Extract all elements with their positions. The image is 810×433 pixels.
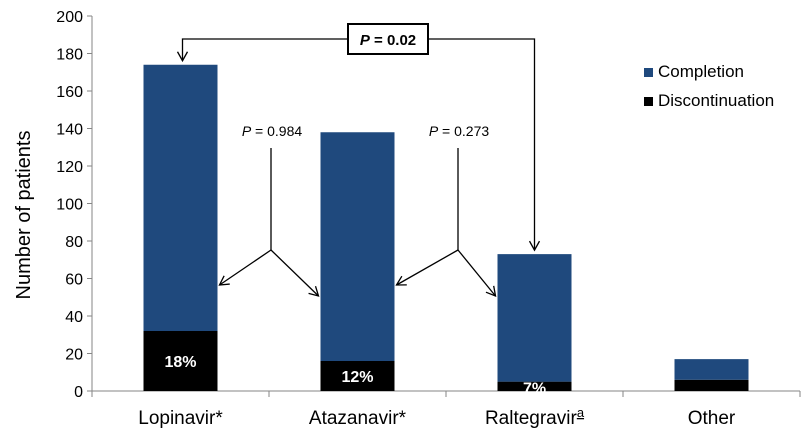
p-value-lopinavir-atazanavir-arrow-left xyxy=(218,249,272,286)
significance-arrow-raltegravir xyxy=(428,38,541,252)
bar-segment-discontinuation xyxy=(320,361,395,391)
y-axis-label: Number of patients xyxy=(13,131,35,300)
x-tick-label: Other xyxy=(688,408,736,429)
y-tick-label: 40 xyxy=(65,309,83,326)
bar-segment-completion xyxy=(674,359,749,380)
bar-segment-completion xyxy=(143,64,218,331)
legend-label-discontinuation: Discontinuation xyxy=(658,91,774,110)
bar-segment-discontinuation xyxy=(674,379,749,391)
y-tick-label: 60 xyxy=(65,272,83,289)
legend-swatch-completion xyxy=(644,68,653,77)
data-label: 18% xyxy=(164,354,196,371)
bar-segment-discontinuation xyxy=(143,331,218,391)
y-tick-label: 200 xyxy=(56,9,83,26)
data-label: 7% xyxy=(523,381,546,398)
p-value-atazanavir-raltegravir-arrow-left xyxy=(395,249,459,286)
x-tick-label: Lopinavir* xyxy=(138,408,223,429)
annotations: P = 0.02 P = 0.984 P = 0.273 xyxy=(176,23,541,298)
bars: 18% 12% 7% xyxy=(143,64,749,398)
y-tick-label: 160 xyxy=(56,84,83,101)
y-tick-label: 100 xyxy=(56,197,83,214)
p-value-atazanavir-raltegravir-arrow-right xyxy=(457,249,497,298)
y-tick-label: 20 xyxy=(65,347,83,364)
y-tick-label: 180 xyxy=(56,47,83,64)
legend-label-completion: Completion xyxy=(658,62,744,81)
y-tick-label: 0 xyxy=(74,384,83,401)
bar-segment-completion xyxy=(320,132,395,361)
p-value-box xyxy=(347,23,429,55)
significance-arrow-lopinavir xyxy=(176,38,348,63)
y-tick-label: 80 xyxy=(65,234,83,251)
legend-swatch-discontinuation xyxy=(644,97,653,106)
data-label: 12% xyxy=(341,369,373,386)
legend: Completion Discontinuation xyxy=(644,62,774,110)
y-tick-label: 140 xyxy=(56,122,83,139)
bar-segment-discontinuation xyxy=(497,381,572,391)
p-value-lopinavir-atazanavir-label: P = 0.984 xyxy=(242,123,303,139)
x-tick-label: Raltegravira xyxy=(485,405,585,429)
p-value-label-main: P = 0.02 xyxy=(360,32,416,49)
x-tick-label: Atazanavir* xyxy=(309,408,407,429)
p-value-atazanavir-raltegravir-label: P = 0.273 xyxy=(429,123,490,139)
y-tick-label: 120 xyxy=(56,159,83,176)
p-value-lopinavir-atazanavir-arrow-right xyxy=(270,249,320,297)
axes: 0 20 40 60 80 100 120 140 160 180 200 Lopinavir* Ata… xyxy=(56,9,801,429)
bar-segment-completion xyxy=(497,254,572,382)
